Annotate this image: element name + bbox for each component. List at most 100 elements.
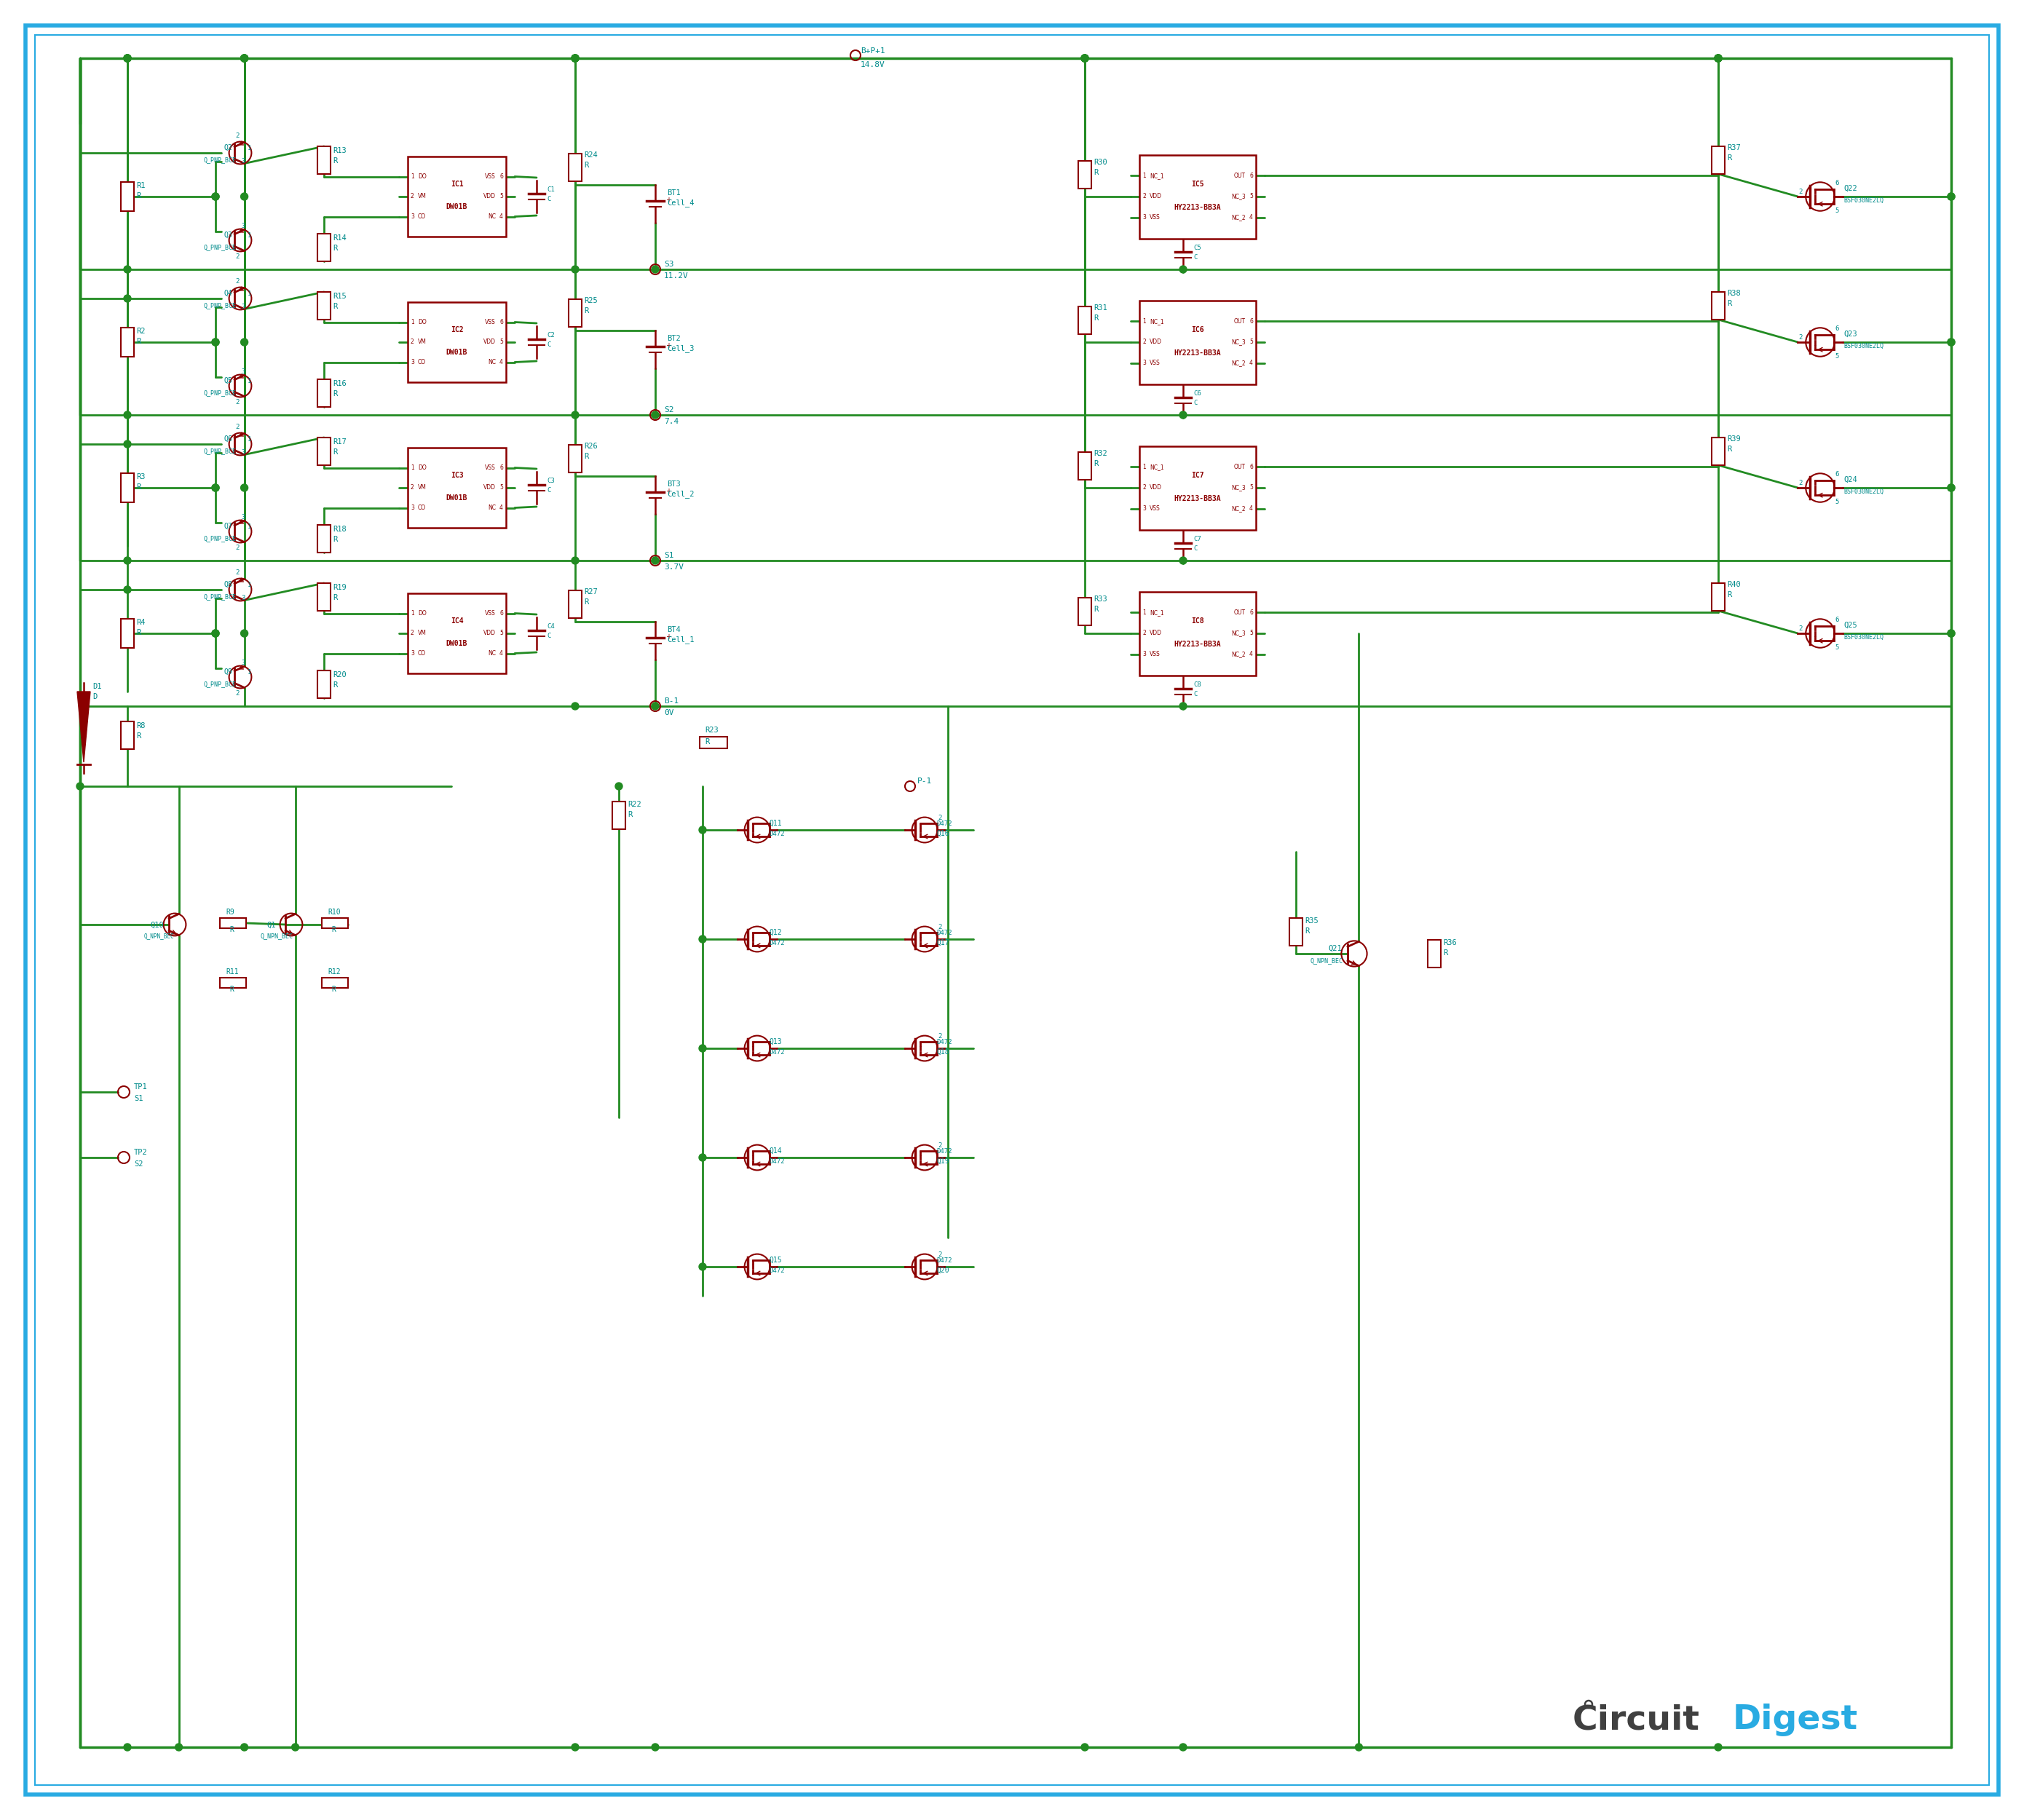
Circle shape (213, 193, 219, 200)
Text: NC_2: NC_2 (1231, 215, 1245, 220)
Circle shape (1356, 1744, 1362, 1751)
Bar (1712, 291, 1724, 320)
Text: +: + (666, 488, 672, 495)
Circle shape (123, 55, 132, 62)
Text: NC_1: NC_1 (1150, 610, 1164, 615)
Text: Q_PNP_BCE: Q_PNP_BCE (204, 535, 237, 542)
Text: 7.4: 7.4 (664, 419, 678, 426)
Text: 2: 2 (937, 923, 941, 930)
Text: 2: 2 (1799, 480, 1801, 486)
Text: 5: 5 (1249, 484, 1253, 491)
Circle shape (291, 1744, 300, 1751)
Text: D472: D472 (769, 1158, 785, 1165)
Text: 6: 6 (500, 173, 504, 180)
Circle shape (571, 557, 579, 564)
Text: Cell_3: Cell_3 (666, 344, 694, 353)
Bar (1712, 437, 1724, 466)
Text: IC3: IC3 (451, 471, 463, 479)
Bar (569, 153, 581, 182)
Text: 2: 2 (235, 690, 239, 697)
Text: Q_PNP_BCE: Q_PNP_BCE (204, 157, 237, 164)
Circle shape (1180, 703, 1186, 710)
Circle shape (123, 55, 132, 62)
Text: 2: 2 (937, 1250, 941, 1258)
Text: R: R (332, 389, 338, 397)
Text: R: R (332, 926, 336, 934)
Bar (322, 977, 348, 988)
Bar (407, 593, 506, 673)
Text: 6: 6 (1836, 326, 1840, 331)
Circle shape (698, 1154, 706, 1161)
Text: C8: C8 (1194, 681, 1200, 688)
Text: D472: D472 (937, 930, 953, 935)
Text: VSS: VSS (486, 610, 496, 617)
Text: 3: 3 (241, 158, 245, 164)
Bar (318, 582, 330, 612)
Text: HY2213-BB3A: HY2213-BB3A (1174, 349, 1220, 357)
Text: DW01B: DW01B (445, 349, 468, 357)
Text: 4: 4 (1249, 652, 1253, 657)
Text: S3: S3 (664, 260, 674, 268)
Text: HY2213-BB3A: HY2213-BB3A (1174, 204, 1220, 211)
Text: 6: 6 (1249, 464, 1253, 470)
Text: 2: 2 (1799, 189, 1801, 195)
Text: BSF030NE2LQ: BSF030NE2LQ (1844, 197, 1884, 204)
Text: BT3: BT3 (666, 480, 680, 488)
Circle shape (241, 193, 249, 200)
Text: OUT: OUT (1235, 173, 1245, 178)
Text: R14: R14 (332, 235, 346, 242)
Text: C: C (1194, 255, 1198, 260)
Text: IC7: IC7 (1192, 471, 1204, 479)
Text: IC1: IC1 (451, 180, 463, 187)
Text: DW01B: DW01B (445, 641, 468, 648)
Text: 4: 4 (500, 213, 504, 220)
Text: 6: 6 (1836, 617, 1840, 622)
Text: VDD: VDD (1150, 630, 1162, 637)
Text: 5: 5 (1249, 193, 1253, 200)
Text: VDD: VDD (484, 193, 496, 200)
Text: B+P+1: B+P+1 (860, 47, 884, 55)
Text: 2: 2 (1799, 335, 1801, 340)
Text: VSS: VSS (486, 318, 496, 326)
Circle shape (571, 55, 579, 62)
Text: R: R (332, 681, 338, 688)
Text: Cell_4: Cell_4 (666, 198, 694, 207)
Bar (322, 917, 348, 928)
Text: Q24: Q24 (1844, 477, 1858, 484)
Bar (1079, 597, 1091, 626)
Circle shape (241, 630, 249, 637)
Text: D472: D472 (769, 830, 785, 837)
Text: 2: 2 (1142, 484, 1146, 491)
Text: 3: 3 (411, 650, 415, 657)
Circle shape (1180, 266, 1186, 273)
Text: D472: D472 (769, 1267, 785, 1274)
Text: NC: NC (488, 213, 496, 220)
Bar (1140, 155, 1257, 238)
Text: C2: C2 (546, 331, 555, 339)
Text: R: R (332, 593, 338, 601)
Circle shape (1947, 339, 1955, 346)
Text: R: R (1093, 606, 1099, 613)
Text: 3: 3 (411, 213, 415, 220)
Text: BT4: BT4 (666, 626, 680, 633)
Circle shape (123, 1744, 132, 1751)
Text: C4: C4 (546, 622, 555, 630)
Text: VDD: VDD (484, 339, 496, 346)
Text: 2: 2 (235, 278, 239, 284)
Text: CO: CO (417, 504, 425, 511)
Text: R36: R36 (1443, 939, 1457, 946)
Circle shape (241, 55, 249, 62)
Circle shape (1947, 339, 1955, 346)
Bar (569, 298, 581, 328)
Text: 2: 2 (411, 484, 415, 491)
Text: C: C (546, 342, 551, 348)
Text: 1: 1 (411, 464, 415, 471)
Circle shape (1180, 1744, 1186, 1751)
Text: R: R (229, 926, 233, 934)
Text: Q_NPN_BEC: Q_NPN_BEC (1310, 957, 1342, 965)
Circle shape (123, 55, 132, 62)
Text: R37: R37 (1726, 144, 1741, 151)
Text: R19: R19 (332, 584, 346, 592)
Text: R: R (229, 986, 233, 994)
Text: VSS: VSS (486, 464, 496, 471)
